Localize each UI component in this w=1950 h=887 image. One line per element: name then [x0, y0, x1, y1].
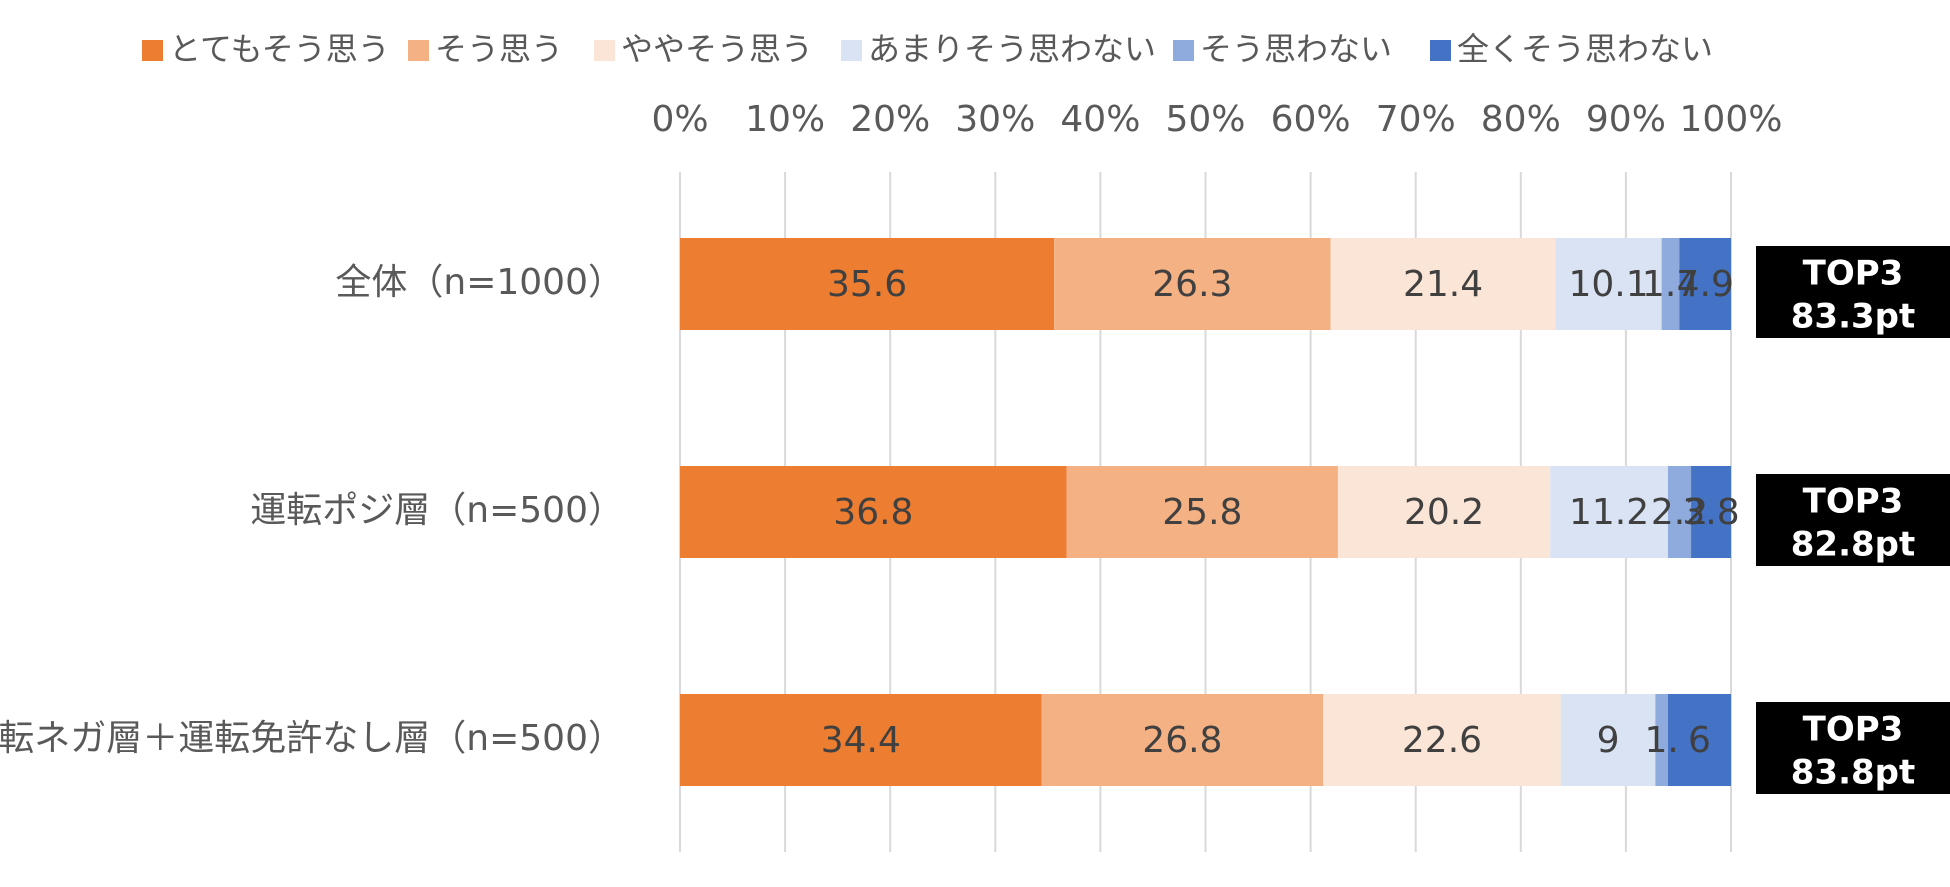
x-tick-label: 80% — [1481, 99, 1561, 140]
x-tick-label: 90% — [1586, 99, 1666, 140]
x-tick-label: 10% — [745, 99, 825, 140]
bar-segment — [1041, 694, 1324, 786]
data-label: 4.9 — [1677, 264, 1734, 305]
category-label: 全体（n=1000） — [335, 262, 624, 303]
bar-segment — [680, 238, 1055, 330]
data-label: 10.1 — [1568, 264, 1648, 305]
legend-label: そう思う — [435, 30, 563, 68]
bar-segment — [1066, 466, 1338, 558]
x-tick-label: 50% — [1165, 99, 1245, 140]
top3-label: TOP3 — [1803, 482, 1904, 522]
data-label: 1.7 — [1642, 264, 1699, 305]
top3-value: 82.8pt — [1791, 525, 1915, 565]
data-label: 2.2 — [1651, 492, 1708, 533]
data-labels: 35.6 26.3 21.4 10.11.74.9 36.8 25.8 20.2 11.2 2.… — [821, 264, 1740, 761]
bar-segment — [1655, 694, 1668, 786]
legend-label: ややそう思う — [621, 30, 813, 68]
legend-swatch — [142, 40, 163, 61]
data-label: 11.2 — [1569, 492, 1649, 533]
top3-box-bg — [1756, 246, 1950, 338]
data-label: 9 — [1597, 720, 1620, 761]
x-tick-label: 100% — [1680, 99, 1783, 140]
bar-segment — [1323, 694, 1561, 786]
bar-segment — [1337, 466, 1551, 558]
top3-label: TOP3 — [1803, 254, 1904, 294]
data-label: 1. — [1644, 720, 1678, 761]
category-labels: 全体（n=1000） 運転ポジ層（n=500） 運転ネガ層＋運転免許なし層（n=50… — [0, 262, 624, 759]
top3-box-bg — [1756, 702, 1950, 794]
data-label: 25.8 — [1162, 492, 1242, 533]
legend-swatch — [594, 40, 615, 61]
data-label: 26.8 — [1142, 720, 1222, 761]
bar-segment — [1679, 238, 1731, 330]
data-label: 35.6 — [827, 264, 907, 305]
data-label: 20.2 — [1404, 492, 1484, 533]
bar-segment — [680, 694, 1042, 786]
legend-label: とてもそう思う — [169, 30, 390, 68]
bar-segment — [1054, 238, 1331, 330]
legend-label: 全くそう思わない — [1457, 30, 1713, 68]
x-axis: 0% 10% 20% 30% 40% 50% 60% 70% 80% 90% 100% — [651, 99, 1782, 140]
data-label: 21.4 — [1403, 264, 1483, 305]
bar-segment — [1330, 238, 1556, 330]
category-label: 運転ポジ層（n=500） — [250, 490, 624, 531]
x-tick-label: 0% — [651, 99, 708, 140]
data-label: 6 — [1688, 720, 1711, 761]
legend: とてもそう思う そう思う ややそう思う あまりそう思わない そう思わない 全くそう思わない — [142, 30, 1713, 68]
bar-segment — [1555, 238, 1662, 330]
x-tick-label: 20% — [850, 99, 930, 140]
legend-swatch — [1173, 40, 1194, 61]
legend-label: あまりそう思わない — [868, 30, 1156, 68]
bar-segment — [1550, 466, 1668, 558]
bar-segment — [680, 466, 1067, 558]
data-label: 3.8 — [1682, 492, 1739, 533]
top3-value: 83.3pt — [1791, 297, 1915, 337]
bar-segment — [1661, 238, 1680, 330]
bar-segment — [1560, 694, 1656, 786]
top3-label: TOP3 — [1803, 710, 1904, 750]
data-label: 34.4 — [821, 720, 901, 761]
top3-box-bg — [1756, 474, 1950, 566]
x-tick-label: 40% — [1060, 99, 1140, 140]
data-label: 36.8 — [833, 492, 913, 533]
x-tick-label: 60% — [1271, 99, 1351, 140]
bar-segment — [1691, 466, 1731, 558]
bar-segment — [1667, 466, 1692, 558]
x-tick-label: 70% — [1376, 99, 1456, 140]
x-tick-label: 30% — [955, 99, 1035, 140]
data-label: 26.3 — [1152, 264, 1232, 305]
top3-value: 83.8pt — [1791, 753, 1915, 793]
legend-swatch — [408, 40, 429, 61]
bars — [680, 238, 1731, 786]
data-label: 22.6 — [1402, 720, 1482, 761]
legend-label: そう思わない — [1200, 30, 1392, 68]
legend-swatch — [841, 40, 862, 61]
legend-swatch — [1430, 40, 1451, 61]
category-label: 運転ネガ層＋運転免許なし層（n=500） — [0, 718, 624, 759]
bar-segment — [1667, 694, 1731, 786]
